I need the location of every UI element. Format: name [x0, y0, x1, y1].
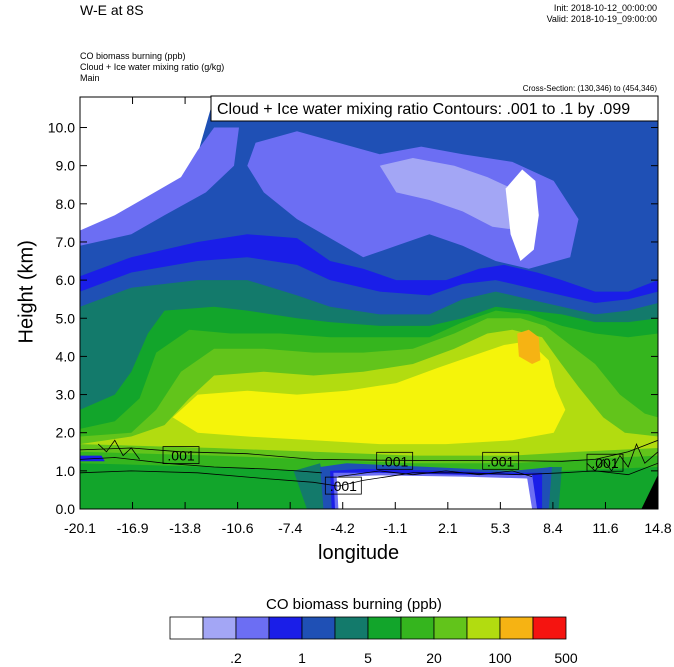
field-level-10	[172, 341, 566, 445]
contour-label-4: .001	[324, 476, 362, 495]
contour-label-0: .001	[162, 446, 200, 464]
y-tick-label: 2.0	[56, 425, 76, 441]
field-name-cloud: Cloud + Ice water mixing ratio (g/kg)	[80, 62, 225, 72]
colorbar-box-4	[301, 616, 336, 640]
contour-line-4	[586, 443, 658, 472]
field-level-1	[379, 158, 529, 231]
contour-label-text: .001	[381, 453, 408, 469]
colorbar-label: 5	[364, 650, 372, 666]
colorbar-box-2	[235, 616, 270, 640]
x-tick-label: -16.9	[117, 520, 149, 536]
co-field	[80, 97, 658, 509]
contour-label-3: .001	[586, 453, 624, 472]
colorbar-box-8	[433, 616, 468, 640]
field-name-main: Main	[80, 73, 100, 83]
x-tick-label: -13.8	[169, 520, 201, 536]
contour-title-box: Cloud + Ice water mixing ratio Contours:…	[210, 95, 659, 122]
colorbar-label: 100	[488, 650, 512, 666]
valid-time: Valid: 2018-10-19_09:00:00	[546, 14, 657, 24]
x-tick-label: 2.1	[438, 520, 458, 536]
y-tick-label: 0.0	[56, 501, 76, 517]
x-tick-label: 14.8	[644, 520, 671, 536]
field-name-co: CO biomass burning (ppb)	[80, 51, 186, 61]
chart-title: Cloud + Ice water mixing ratio Contours:…	[217, 101, 630, 118]
contour-label-text: .001	[487, 453, 514, 469]
colorbar-box-10	[499, 616, 534, 640]
colorbar-label: 20	[426, 650, 442, 666]
init-time: Init: 2018-10-12_00:00:00	[553, 3, 657, 13]
x-tick-label: -10.6	[222, 520, 254, 536]
contour-label-text: .001	[167, 448, 194, 464]
y-tick-label: 3.0	[56, 387, 76, 403]
colorbar-label: .2	[230, 650, 242, 666]
contour-line-5	[338, 470, 533, 477]
plot-title: W-E at 8S	[80, 2, 144, 18]
field-level-2	[247, 131, 579, 269]
contour-line-3	[97, 439, 140, 460]
field-level-2b	[80, 127, 239, 246]
y-tick-label: 8.0	[56, 196, 76, 212]
y-tick-label: 7.0	[56, 234, 76, 250]
field-corner	[641, 474, 658, 509]
cross-section-label: Cross-Section: (130,346) to (454,346)	[522, 84, 657, 93]
y-tick-label: 10.0	[48, 120, 75, 136]
field-level-0b	[505, 169, 539, 261]
contour-line-2	[80, 457, 322, 474]
y-axis: 0.0 1.0 2.0 3.0 4.0 5.0 6.0 7.0 8.0 9.0 10.0	[48, 120, 658, 517]
x-tick-label: -7.4	[278, 520, 302, 536]
y-tick-label: 6.0	[56, 272, 76, 288]
x-tick-label: -4.2	[331, 520, 355, 536]
y-tick-label: 1.0	[56, 463, 76, 479]
colorbar-box-0	[169, 616, 204, 640]
colorbar-box-5	[334, 616, 369, 640]
contour-label-text: .001	[330, 478, 357, 494]
x-tick-label: -20.1	[64, 520, 96, 536]
field-level-6c	[548, 467, 658, 509]
contour-label-1: .001	[376, 451, 414, 470]
x-tick-label: -1.1	[383, 520, 407, 536]
y-tick-label: 4.0	[56, 348, 76, 364]
y-tick-label: 9.0	[56, 158, 76, 174]
y-axis-label: Height (km)	[15, 240, 38, 344]
field-level-0c	[336, 475, 533, 509]
colorbar-box-1	[202, 616, 237, 640]
colorbar-label: 500	[554, 650, 578, 666]
colorbar-label: 1	[298, 650, 306, 666]
colorbar-title: CO biomass burning (ppb)	[266, 596, 442, 613]
colorbar-box-3	[268, 616, 303, 640]
colorbar-box-9	[466, 616, 501, 640]
colorbar: .2 1 5 20 100 500	[169, 616, 578, 666]
colorbar-box-11	[532, 616, 567, 640]
contour-label-2: .001	[482, 451, 520, 470]
y-tick-label: 5.0	[56, 310, 76, 326]
x-tick-label: 11.6	[592, 520, 618, 536]
contour-label-text: .001	[591, 455, 618, 471]
x-tick-label: 5.3	[491, 520, 511, 536]
x-axis-label: longitude	[318, 542, 400, 564]
field-level-6b	[80, 463, 327, 509]
colorbar-box-6	[367, 616, 402, 640]
colorbar-box-7	[400, 616, 435, 640]
contour-labels: .001 .001 .001 .001 .001	[162, 446, 624, 495]
field-level-11	[517, 329, 541, 364]
x-tick-label: 8.4	[543, 520, 563, 536]
